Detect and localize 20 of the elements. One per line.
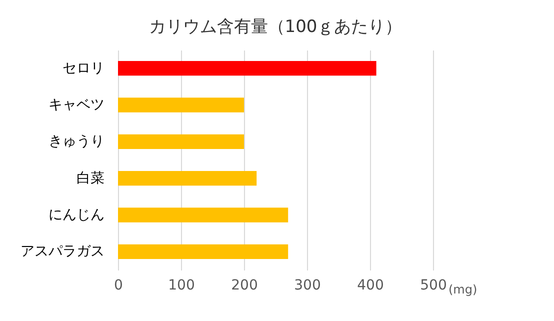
bar xyxy=(118,244,288,259)
x-tick-label: 0 xyxy=(114,278,123,294)
y-tick-label: セロリ xyxy=(62,60,104,76)
bar xyxy=(118,171,257,186)
bar xyxy=(118,61,376,76)
bar xyxy=(118,134,244,149)
bar xyxy=(118,208,288,222)
x-tick-label: 400 xyxy=(357,278,384,294)
x-axis-title: (mg) xyxy=(448,282,478,296)
x-tick-label: 100 xyxy=(168,278,195,294)
y-tick-label: アスパラガス xyxy=(20,244,104,260)
x-tick-label: 200 xyxy=(231,278,258,294)
x-tick-label: 500 xyxy=(420,278,447,294)
x-tick-label: 300 xyxy=(294,278,321,294)
y-tick-label: にんじん xyxy=(48,207,104,223)
bar xyxy=(118,98,244,112)
chart-title: カリウム含有量（100ｇあたり） xyxy=(148,17,402,37)
y-tick-label: キャベツ xyxy=(48,97,104,113)
y-tick-label: 白菜 xyxy=(76,170,104,186)
y-tick-label: きゅうり xyxy=(48,134,104,150)
